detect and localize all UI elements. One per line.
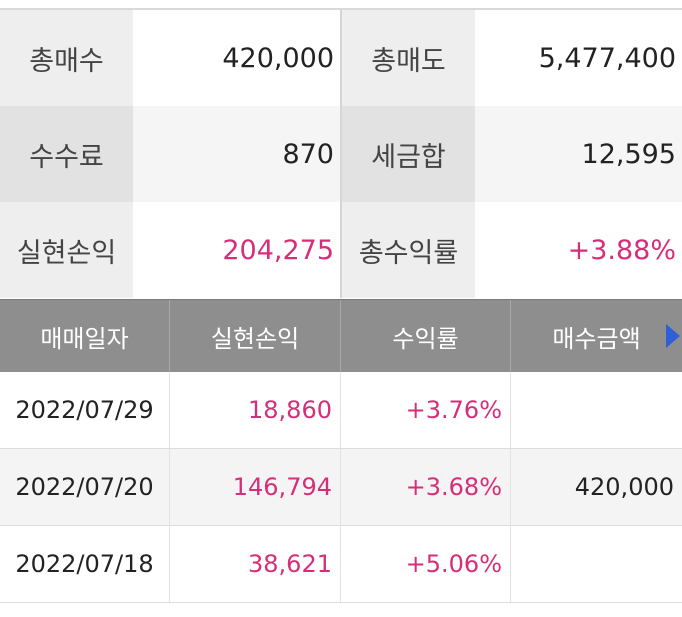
cell-realized-profit: 18,860 [170, 372, 341, 448]
label-fee: 수수료 [0, 106, 133, 202]
header-realized-profit[interactable]: 실현손익 [170, 300, 341, 372]
header-buy-amount-label: 매수금액 [552, 324, 641, 353]
table-row[interactable]: 2022/07/29 18,860 +3.76% [0, 372, 682, 449]
value-total-buy: 420,000 [133, 10, 342, 106]
cell-trade-date: 2022/07/20 [0, 449, 170, 525]
cell-trade-date: 2022/07/18 [0, 526, 170, 602]
summary-row-profit: 실현손익 204,275 총수익률 +3.88% [0, 202, 682, 298]
header-buy-amount[interactable]: 매수금액 [511, 300, 682, 372]
header-return-rate[interactable]: 수익률 [341, 300, 511, 372]
label-total-sell: 총매도 [342, 10, 475, 106]
value-realized-profit: 204,275 [133, 202, 342, 298]
label-tax-total: 세금합 [342, 106, 475, 202]
top-divider [0, 0, 682, 10]
header-trade-date[interactable]: 매매일자 [0, 300, 170, 372]
cell-return-rate: +5.06% [341, 526, 511, 602]
cell-realized-profit: 146,794 [170, 449, 341, 525]
label-realized-profit: 실현손익 [0, 202, 133, 298]
value-total-sell: 5,477,400 [475, 10, 682, 106]
summary-panel: 총매수 420,000 총매도 5,477,400 수수료 870 세금합 12… [0, 10, 682, 298]
cell-return-rate: +3.76% [341, 372, 511, 448]
table-header: 매매일자 실현손익 수익률 매수금액 [0, 299, 682, 372]
cell-buy-amount: 420,000 [574, 473, 674, 501]
table-row[interactable]: 2022/07/18 38,621 +5.06% [0, 526, 682, 603]
value-tax-total: 12,595 [475, 106, 682, 202]
table-row[interactable]: 2022/07/20 146,794 +3.68% 420,000 [0, 449, 682, 526]
label-total-buy: 총매수 [0, 10, 133, 106]
cell-return-rate: +3.68% [341, 449, 511, 525]
value-fee: 870 [133, 106, 342, 202]
cell-realized-profit: 38,621 [170, 526, 341, 602]
summary-row-buy-sell: 총매수 420,000 총매도 5,477,400 [0, 10, 682, 106]
cell-buy-amount [511, 372, 682, 448]
cell-buy-amount [511, 526, 682, 602]
label-total-return-rate: 총수익률 [342, 202, 475, 298]
value-total-return-rate: +3.88% [475, 202, 682, 298]
cell-trade-date: 2022/07/29 [0, 372, 170, 448]
triangle-right-icon[interactable] [666, 324, 680, 348]
trade-history-table: 매매일자 실현손익 수익률 매수금액 2022/07/29 18,860 +3.… [0, 299, 682, 603]
summary-row-fee-tax: 수수료 870 세금합 12,595 [0, 106, 682, 202]
